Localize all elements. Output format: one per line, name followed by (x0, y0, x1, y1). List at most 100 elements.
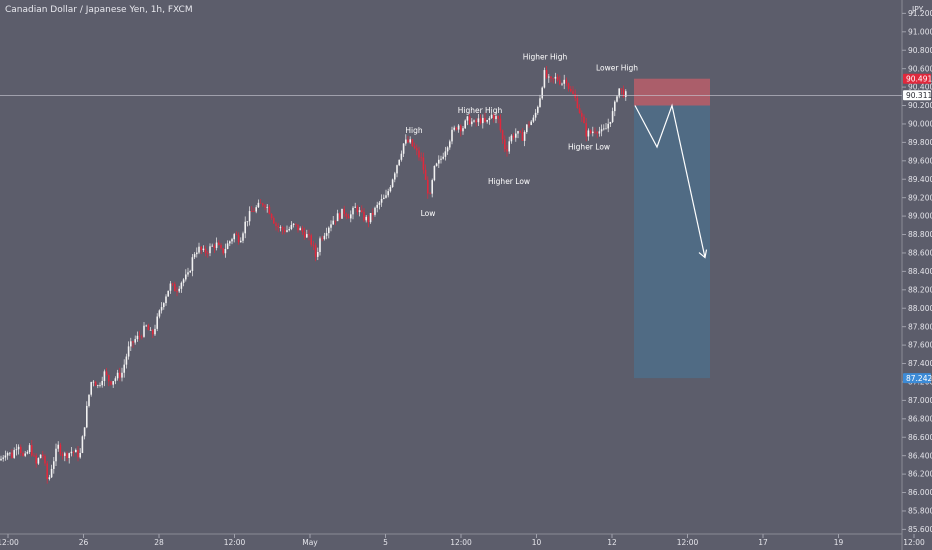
candle-body (127, 346, 130, 357)
candle-body (26, 452, 29, 454)
candle-body (336, 213, 339, 222)
candle-body (523, 132, 526, 141)
candle-body (554, 76, 557, 79)
candle-body (268, 206, 271, 214)
candle-body (275, 223, 277, 227)
candle-body (224, 249, 227, 254)
candle-body (312, 244, 315, 246)
candle-body (504, 139, 506, 150)
price-axis[interactable]: 91.200 91.000 90.800 90.600 90.400 90.200 90.0… (902, 9, 932, 534)
candle-body (464, 120, 466, 129)
candle-body (57, 444, 59, 449)
candle-body (110, 381, 112, 385)
time-tick-label: 12 (607, 538, 617, 547)
price-tick-label: 86.000 (908, 488, 932, 497)
candle-body (482, 117, 484, 124)
price-tick-label: 87.600 (908, 341, 932, 350)
swing-annotation: Low (421, 209, 436, 218)
candle-body (433, 165, 436, 181)
candle-body (248, 211, 251, 222)
candle-body (108, 374, 110, 382)
price-tick-label: 90.000 (908, 120, 932, 129)
candle-body (160, 307, 163, 311)
candle-body (167, 290, 169, 297)
candle-body (618, 88, 620, 97)
time-axis[interactable]: 12:00 26 28 12:00 May 5 12:00 10 12 12:00 17 19 12:0… (0, 534, 932, 547)
candle-body (532, 117, 535, 122)
candle-body (53, 461, 55, 469)
candle-body (416, 148, 418, 151)
candle-body (156, 316, 158, 329)
candle-body (574, 93, 576, 99)
candle-body (297, 224, 299, 231)
candle-body (295, 223, 297, 225)
swing-annotation: Higher High (523, 52, 568, 61)
candle-body (79, 452, 81, 458)
candle-body (594, 131, 596, 133)
candle-body (431, 180, 433, 194)
candle-body (519, 131, 521, 133)
candle-body (182, 279, 185, 283)
candle-body (226, 243, 229, 250)
candle-body (149, 329, 152, 331)
candle-body (77, 449, 79, 458)
candle-body (460, 125, 462, 132)
time-tick-label: 12:00 (677, 538, 699, 547)
candle-body (609, 121, 612, 124)
candle-body (244, 221, 246, 234)
candle-body (94, 381, 97, 386)
candle-body (486, 119, 488, 122)
candle-body (13, 450, 15, 458)
candle-body (310, 235, 312, 245)
candle-body (193, 254, 196, 258)
candle-body (189, 270, 191, 273)
candle-body (125, 356, 128, 365)
candle-body (264, 205, 266, 208)
candle-body (290, 224, 293, 230)
candle-body (37, 458, 40, 464)
candle-body (528, 124, 530, 126)
candle-body (334, 220, 337, 222)
candle-body (143, 325, 145, 337)
candle-body (70, 451, 73, 454)
candle-body (418, 150, 420, 158)
candle-body (363, 211, 365, 221)
candle-body (9, 452, 11, 454)
candle-body (576, 98, 579, 109)
candle-body (323, 235, 326, 240)
candle-body (515, 133, 517, 138)
candle-body (2, 457, 4, 459)
candle-body (398, 159, 400, 166)
candle-body (420, 157, 422, 159)
candle-body (603, 128, 605, 130)
swing-annotation: High (405, 126, 422, 135)
candle-body (64, 453, 66, 456)
candle-body (552, 78, 554, 80)
candle-body (378, 202, 381, 205)
candle-body (598, 131, 601, 134)
candle-body (187, 272, 189, 275)
candle-body (389, 187, 392, 192)
candle-body (325, 233, 328, 236)
swing-annotation: Higher Low (568, 143, 610, 152)
candle-body (147, 325, 150, 331)
candle-body (66, 453, 68, 459)
candle-body (387, 191, 389, 196)
candle-body (501, 130, 504, 140)
candle-body (279, 227, 282, 229)
candle-body (231, 239, 233, 242)
candle-body (242, 233, 244, 241)
candle-body (517, 131, 519, 134)
candle-body (86, 405, 88, 428)
price-tick-label: 85.800 (908, 507, 932, 516)
candle-body (427, 179, 429, 194)
candle-body (466, 116, 469, 121)
price-tick-label: 86.200 (908, 470, 932, 479)
current-price-tag-background (903, 90, 931, 101)
candle-body (607, 123, 609, 129)
candle-body (343, 208, 345, 214)
candle-body (444, 151, 447, 157)
candle-body (442, 156, 444, 159)
candle-body (497, 116, 499, 119)
